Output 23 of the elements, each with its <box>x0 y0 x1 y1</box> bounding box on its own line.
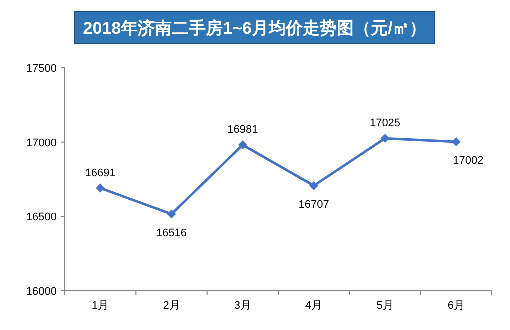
y-tick-label: 16500 <box>26 212 57 224</box>
x-tick-label: 3月 <box>234 300 252 312</box>
point <box>96 184 106 193</box>
x-tick-label: 4月 <box>306 300 323 312</box>
point <box>310 181 319 190</box>
data-label: 16981 <box>228 124 258 136</box>
y-tick-label: 17000 <box>26 137 57 150</box>
point <box>238 140 248 150</box>
point <box>380 134 390 144</box>
y-tick-label: 17500 <box>26 63 57 75</box>
x-tick-label: 5月 <box>376 300 394 312</box>
y-tick-label: 16000 <box>26 286 57 298</box>
chart-title: 2018年济南二手房1~6月均价走势图（元/㎡） <box>83 19 427 38</box>
x-tick-label: 1月 <box>92 300 110 312</box>
data-label: 17025 <box>370 118 401 130</box>
x-tick-label: 6月 <box>448 300 465 312</box>
data-label: 17002 <box>453 155 484 168</box>
title: 2018年济南二手房1~6月均价走势图（元/㎡） <box>74 12 436 44</box>
data-label: 16516 <box>156 227 188 240</box>
point <box>167 210 176 219</box>
data-label: 16707 <box>298 198 330 211</box>
x-tick-label: 2月 <box>163 300 180 312</box>
data-label: 16691 <box>85 167 116 180</box>
